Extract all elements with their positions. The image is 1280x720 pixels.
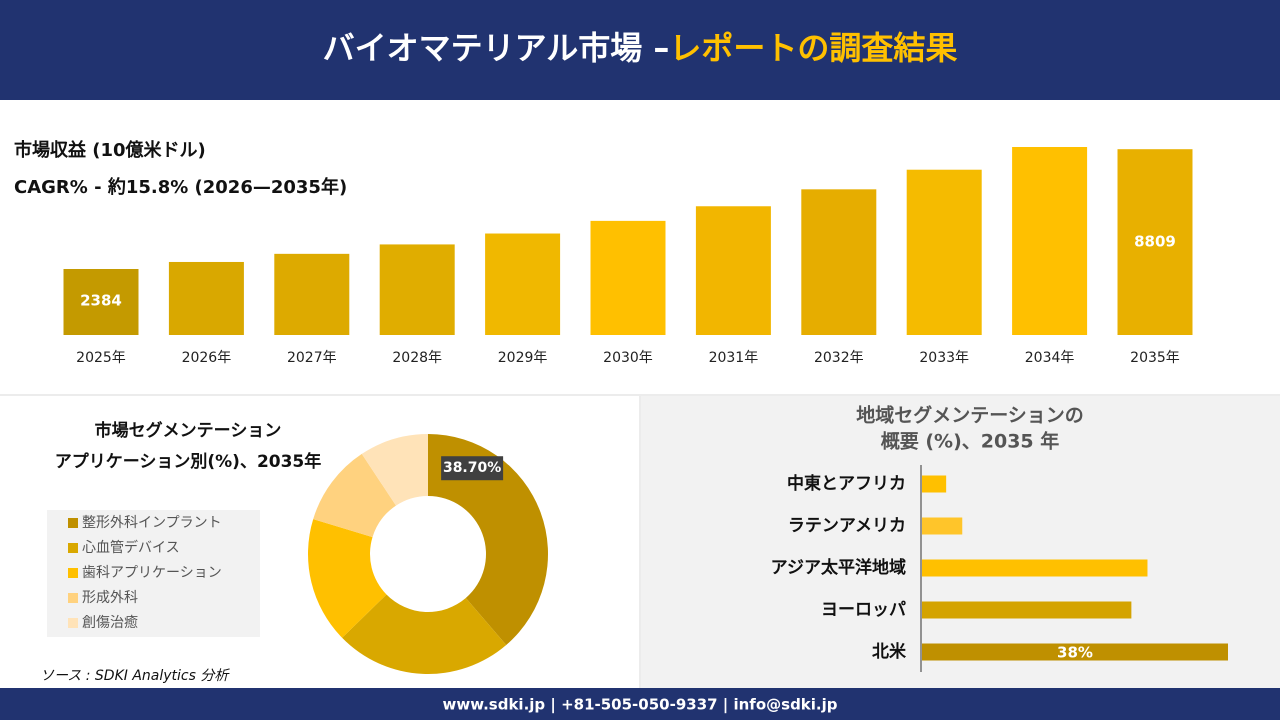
x-tick-label: 2026年 [182, 350, 232, 366]
region-panel [641, 396, 1280, 688]
title-main: バイオマテリアル市場 – [323, 29, 670, 67]
chart-title: 概要 (%)、2035 年 [881, 430, 1060, 453]
chart-subtitle: CAGR% - 約15.8% (2026—2035年) [14, 176, 347, 198]
x-tick-label: 2033年 [919, 350, 969, 366]
bar [922, 517, 963, 535]
y-tick-label: 中東とアフリカ [787, 473, 906, 494]
bar [922, 601, 1132, 619]
donut-slice [342, 594, 507, 674]
legend-swatch [68, 543, 78, 553]
header-bar [0, 0, 1280, 100]
x-tick-label: 2027年 [287, 350, 337, 366]
bar [168, 261, 244, 335]
legend-box [47, 510, 260, 637]
footer-contact: www.sdki.jp | +81-505-050-9337 | info@sd… [442, 696, 837, 715]
x-tick-label: 2028年 [392, 350, 442, 366]
bar [922, 643, 1228, 661]
bar [1117, 149, 1193, 335]
bar [274, 253, 350, 335]
bar [63, 269, 139, 335]
bar [590, 220, 666, 335]
chart-title: アプリケーション別(%)、2035年 [55, 451, 322, 472]
y-tick-label: 北米 [872, 641, 907, 662]
donut-slice [428, 434, 549, 646]
data-label: 38.70% [443, 460, 501, 476]
donut-slice [308, 519, 387, 638]
x-tick-label: 2034年 [1025, 350, 1075, 366]
y-tick-label: ラテンアメリカ [788, 516, 906, 536]
bar [485, 233, 561, 335]
x-tick-label: 2029年 [498, 350, 548, 366]
bar [379, 244, 455, 335]
donut-slice [313, 453, 397, 538]
x-tick-label: 2035年 [1130, 350, 1180, 366]
x-tick-label: 2031年 [709, 350, 759, 366]
legend-label: 創傷治癒 [82, 615, 138, 631]
chart-title: 市場セグメンテーション [95, 420, 282, 441]
legend-swatch [68, 593, 78, 603]
legend-label: 歯科アプリケーション [82, 565, 222, 581]
y-tick-label: ヨーロッパ [821, 600, 906, 620]
label-box [441, 456, 504, 481]
header-title: バイオマテリアル市場 –レポートの調査結果 [323, 29, 958, 67]
legend-label: 整形外科インプラント [82, 515, 222, 531]
footer-bar [0, 688, 1280, 720]
legend-swatch [68, 618, 78, 628]
bar [695, 206, 771, 335]
title-highlight: レポートの調査結果 [669, 29, 957, 67]
bar [906, 169, 982, 335]
source: ソース : SDKI Analytics 分析 [40, 668, 230, 684]
data-label: 38% [1057, 644, 1093, 662]
bar [922, 559, 1148, 577]
x-tick-label: 2032年 [814, 350, 864, 366]
chart-title: 市場収益 (10億米ドル) [14, 139, 206, 161]
data-label: 2384 [80, 292, 122, 310]
x-tick-label: 2030年 [603, 350, 653, 366]
y-tick-label: アジア太平洋地域 [771, 557, 906, 578]
legend-label: 心血管デバイス [82, 539, 180, 556]
bar [801, 189, 877, 335]
chart-title: 地域セグメンテーションの [856, 404, 1084, 427]
legend-swatch [68, 518, 78, 528]
data-label: 8809 [1134, 233, 1176, 251]
bar [1012, 147, 1088, 335]
donut-slice [361, 434, 428, 506]
legend-swatch [68, 568, 78, 578]
bar [922, 475, 947, 493]
legend-label: 形成外科 [82, 590, 138, 606]
x-tick-label: 2025年 [76, 350, 126, 366]
